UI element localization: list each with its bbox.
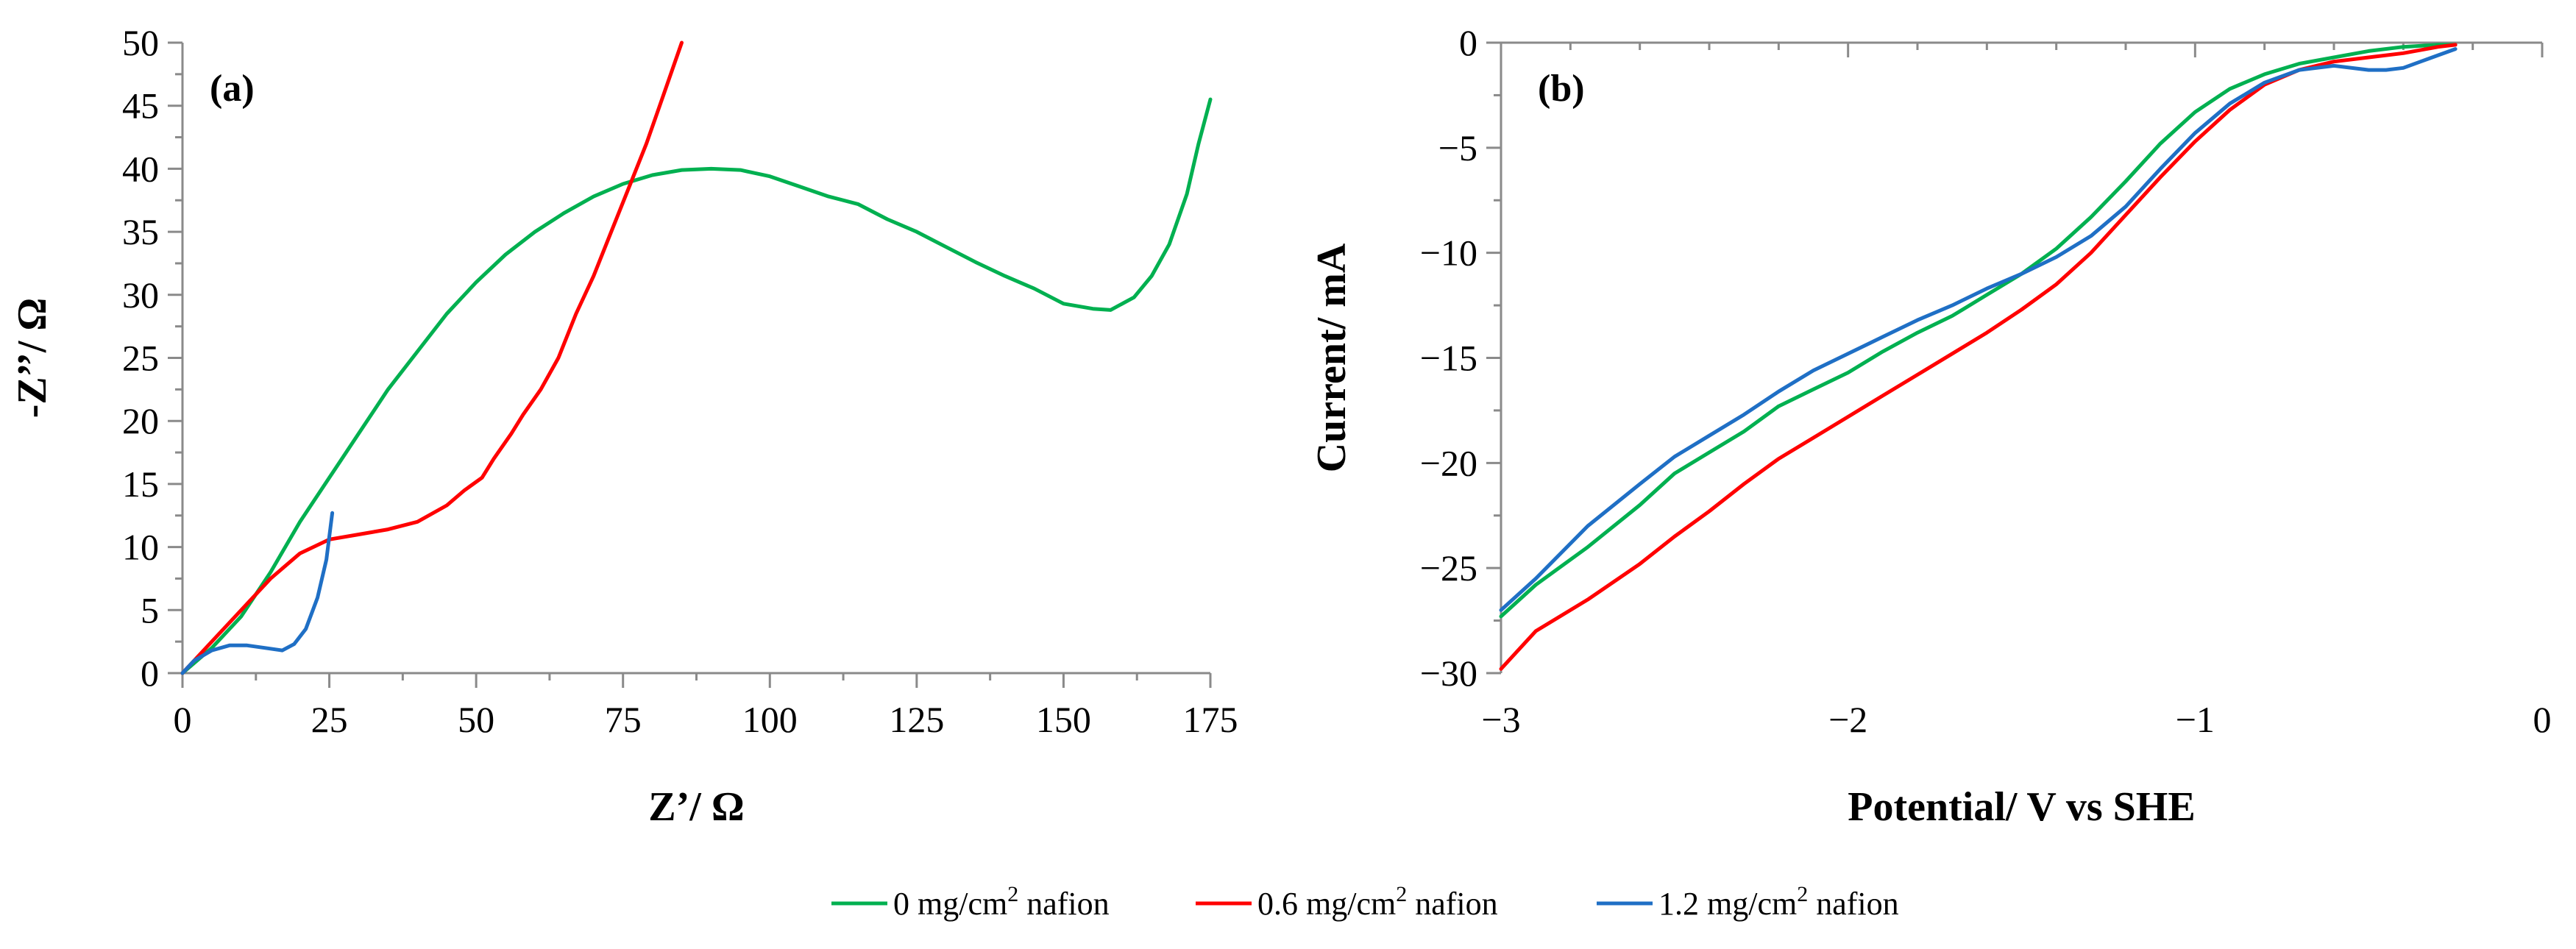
- legend-label-suffix: nafion: [1407, 886, 1497, 922]
- legend: 0 mg/cm2 nafion 0.6 mg/cm2 nafion 1.2 mg/c…: [831, 882, 1899, 922]
- chart-a-y-axis-title: -Z’’/ Ω: [10, 298, 55, 419]
- chart-b-x-tick-label: 0: [2533, 699, 2552, 740]
- chart-b-y-tick-label: 0: [1459, 22, 1477, 63]
- chart-a-y-tick-label: 45: [122, 85, 159, 127]
- legend-label-0: 0 mg/cm2 nafion: [893, 882, 1110, 922]
- legend-label-suffix: nafion: [1808, 886, 1898, 922]
- chart-b-series-line-2: [1499, 47, 2458, 612]
- chart-a-x-tick-label: 25: [311, 699, 348, 740]
- chart-a-y-tick-label: 40: [122, 148, 159, 189]
- chart-a-series-line-2: [180, 511, 335, 675]
- legend-label-text: 1.2 mg/cm: [1658, 886, 1797, 922]
- legend-label-2: 1.2 mg/cm2 nafion: [1658, 882, 1899, 922]
- chart-b-x-tick-label: −1: [2176, 699, 2215, 740]
- chart-a-x-tick-label: 0: [174, 699, 192, 740]
- chart-a-x-tick-label: 175: [1183, 699, 1238, 740]
- chart-a-x-tick-label: 100: [742, 699, 798, 740]
- chart-a-panel-label: (a): [210, 68, 255, 110]
- chart-a-y-tick-label: 35: [122, 211, 159, 252]
- legend-label-text: 0.6 mg/cm: [1257, 886, 1396, 922]
- chart-b-panel-label: (b): [1538, 68, 1585, 110]
- chart-b-y-tick-label: −15: [1420, 338, 1477, 379]
- legend-label-1: 0.6 mg/cm2 nafion: [1257, 882, 1498, 922]
- chart-b-y-tick-label: −5: [1438, 127, 1477, 168]
- chart-a-y-tick-label: 0: [141, 653, 159, 694]
- chart-b-series-line-0: [1499, 43, 2458, 619]
- chart-b-y-tick-label: −10: [1420, 232, 1477, 274]
- chart-panel-a: 0 5 10 15 20 25 30 35 40 45 50 0 25 50 75 100 125 150 175 (…: [10, 22, 1238, 830]
- chart-b-x-tick-label: −2: [1828, 699, 1867, 740]
- chart-a-x-tick-label: 50: [458, 699, 494, 740]
- chart-a-y-tick-label: 5: [141, 589, 159, 630]
- chart-b-x-axis-title: Potential/ V vs SHE: [1848, 784, 2195, 830]
- legend-label-text: 0 mg/cm: [893, 886, 1007, 922]
- chart-a-x-tick-label: 125: [889, 699, 944, 740]
- chart-a-x-tick-label: 150: [1036, 699, 1091, 740]
- chart-b-y-tick-label: −30: [1420, 653, 1477, 694]
- legend-label-superscript: 2: [1396, 882, 1407, 906]
- legend-label-superscript: 2: [1797, 882, 1808, 906]
- chart-a-y-tick-label: 50: [122, 22, 159, 63]
- chart-b-y-axis-title: Current/ mA: [1309, 243, 1355, 472]
- chart-panel-b: 0−5−10−15−20−25−30−3 −2 −1 0(b)Potential/ V…: [1309, 22, 2552, 830]
- chart-a-series-line-0: [180, 97, 1213, 675]
- legend-label-superscript: 2: [1007, 882, 1018, 906]
- chart-a-y-tick-label: 10: [122, 527, 159, 568]
- chart-b-series-line-1: [1499, 43, 2458, 671]
- chart-b-y-tick-label: −20: [1420, 442, 1477, 483]
- legend-label-suffix: nafion: [1018, 886, 1109, 922]
- chart-a-y-tick-label: 20: [122, 400, 159, 441]
- chart-a-x-tick-label: 75: [605, 699, 642, 740]
- chart-a-series-line-1: [180, 40, 684, 675]
- chart-a-y-tick-label: 25: [122, 338, 159, 379]
- chart-a-y-tick-label: 15: [122, 463, 159, 505]
- chart-b-x-tick-label: −3: [1481, 699, 1520, 740]
- chart-a-x-axis-title: Z’/ Ω: [648, 784, 744, 830]
- chart-a-y-tick-label: 30: [122, 274, 159, 316]
- chart-b-y-tick-label: −25: [1420, 547, 1477, 589]
